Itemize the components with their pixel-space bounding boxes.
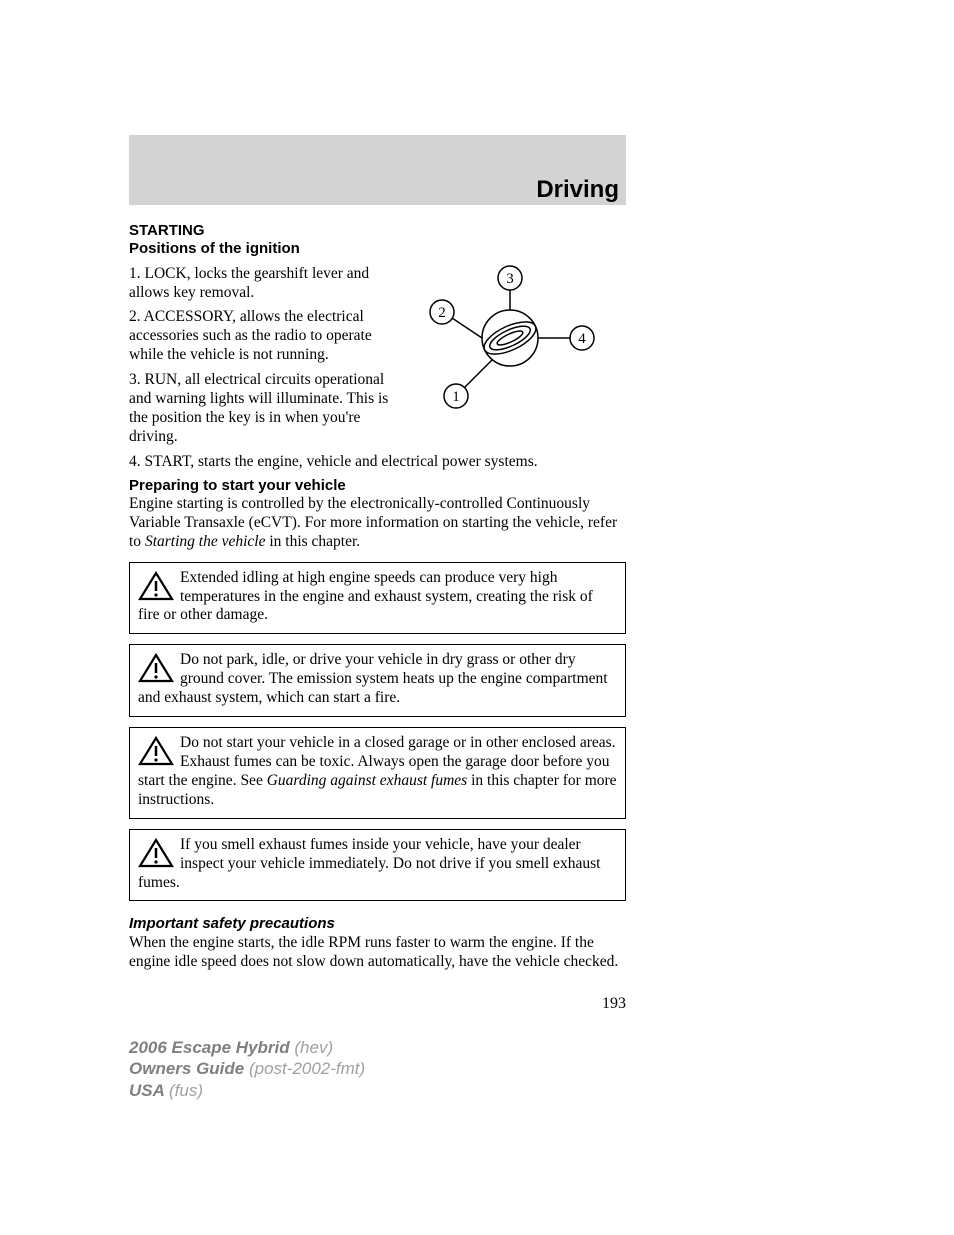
footer: 2006 Escape Hybrid (hev) Owners Guide (p…	[129, 1037, 365, 1101]
warning-text-2: Do not park, idle, or drive your vehicle…	[138, 651, 608, 706]
warning-text-1: Extended idling at high engine speeds ca…	[138, 569, 593, 624]
heading-safety: Important safety precautions	[129, 915, 626, 933]
footer-line-2-bold: Owners Guide	[129, 1059, 249, 1078]
footer-line-3-bold: USA	[129, 1081, 169, 1100]
footer-line-1-light: (hev)	[294, 1038, 333, 1057]
heading-starting: STARTING	[129, 222, 626, 240]
warning-icon	[138, 838, 174, 868]
footer-line-3-light: (fus)	[169, 1081, 203, 1100]
ignition-item-1: 1. LOCK, locks the gearshift lever and a…	[129, 265, 401, 303]
warning-box-1: Extended idling at high engine speeds ca…	[129, 562, 626, 635]
warning-text-4: If you smell exhaust fumes inside your v…	[138, 836, 600, 891]
footer-line-1: 2006 Escape Hybrid (hev)	[129, 1037, 365, 1058]
warning-icon	[138, 571, 174, 601]
warning-box-4: If you smell exhaust fumes inside your v…	[129, 829, 626, 902]
warning-icon	[138, 736, 174, 766]
preparing-body-italic: Starting the vehicle	[145, 533, 266, 550]
footer-line-2-light: (post-2002-fmt)	[249, 1059, 365, 1078]
ignition-item-2: 2. ACCESSORY, allows the electrical acce…	[129, 308, 401, 365]
warning-box-2: Do not park, idle, or drive your vehicle…	[129, 644, 626, 717]
preparing-body-post: in this chapter.	[265, 533, 360, 550]
ignition-item-4: 4. START, starts the engine, vehicle and…	[129, 453, 626, 472]
page-content: STARTING Positions of the ignition 1. LO…	[129, 222, 626, 1013]
warning-icon	[138, 653, 174, 683]
section-title: Driving	[536, 176, 619, 204]
page-number: 193	[129, 994, 626, 1014]
warning-box-3: Do not start your vehicle in a closed ga…	[129, 727, 626, 819]
ignition-item-3: 3. RUN, all electrical circuits operatio…	[129, 371, 401, 447]
footer-line-3: USA (fus)	[129, 1080, 365, 1101]
heading-preparing: Preparing to start your vehicle	[129, 477, 626, 495]
safety-body: When the engine starts, the idle RPM run…	[129, 934, 626, 972]
footer-line-1-bold: 2006 Escape Hybrid	[129, 1038, 294, 1057]
heading-positions: Positions of the ignition	[129, 240, 626, 258]
preparing-body: Engine starting is controlled by the ele…	[129, 495, 626, 552]
warning-text-3-italic: Guarding against exhaust fumes	[267, 772, 468, 789]
footer-line-2: Owners Guide (post-2002-fmt)	[129, 1058, 365, 1079]
